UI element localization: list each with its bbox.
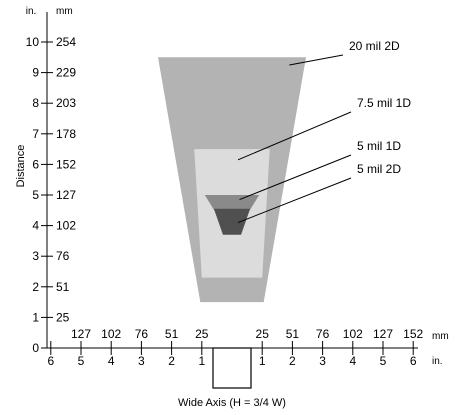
scanner-window [212,347,252,389]
zone-callouts: 20 mil 2D 7.5 mil 1D 5 mil 1D 5 mil 2D [237,39,411,224]
x-tick-label-mm: 76 [135,327,149,341]
x-unit-in: in. [432,356,443,367]
x-tick-label-mm: 76 [316,327,330,341]
x-ticks: 6 127 5 102 4 76 3 51 2 25 1 25 1 51 2 76 3 102 4 127 5 152 6 [47,327,423,368]
x-tick-label-mm: 152 [403,327,423,341]
y-unit-in: in. [26,6,37,17]
x-tick-label-in: 3 [138,354,145,368]
zone-label: 20 mil 2D [349,39,400,53]
y-tick-label-in: 10 [26,35,40,49]
y-tick-label-in: 6 [32,157,39,171]
y-tick-label-in: 9 [32,66,39,80]
y-tick-label-in: 2 [32,280,39,294]
callout-line-2 [239,154,352,201]
x-axis-title: Wide Axis (H = 3/4 W) [178,397,286,409]
x-tick-label-mm: 25 [195,327,209,341]
x-tick-label-mm: 51 [286,327,300,341]
x-tick-label-mm: 102 [101,327,121,341]
y-axis-title: Distance [15,145,27,188]
y-tick-label-mm: 127 [56,188,76,202]
x-tick-label-in: 2 [168,354,175,368]
callout-line-3 [237,177,352,224]
y-tick-label-in: 5 [32,188,39,202]
y-tick-label-mm: 152 [56,157,76,171]
x-tick-label-mm: 102 [343,327,363,341]
y-tick-label-mm: 51 [56,280,70,294]
scan-zones [158,57,306,303]
x-tick-label-mm: 25 [256,327,270,341]
zone-3 [213,208,251,235]
x-tick-label-mm: 127 [71,327,91,341]
x-tick-label-in: 5 [380,354,387,368]
y-tick-label-mm: 178 [56,127,76,141]
y-tick-label-mm: 25 [56,310,70,324]
y-tick-label-in: 4 [32,219,39,233]
y-tick-label-mm: 229 [56,66,76,80]
y-tick-label-in: 3 [32,249,39,263]
x-tick-label-in: 6 [410,354,417,368]
y-tick-label-in: 0 [32,341,39,355]
x-tick-label-in: 5 [78,354,85,368]
zone-label: 5 mil 1D [357,139,401,153]
y-unit-mm: mm [56,6,73,17]
y-tick-label-mm: 76 [56,249,70,263]
y-tick-label-in: 8 [32,96,39,110]
x-tick-label-in: 1 [259,354,266,368]
zone-label: 7.5 mil 1D [357,96,411,110]
x-tick-label-in: 2 [289,354,296,368]
x-tick-label-in: 3 [319,354,326,368]
x-tick-label-mm: 127 [373,327,393,341]
x-tick-label-in: 6 [47,354,54,368]
y-tick-label-mm: 102 [56,219,76,233]
x-tick-label-in: 4 [108,354,115,368]
callout-line-0 [289,54,344,66]
callout-line-1 [237,111,352,161]
x-tick-label-in: 4 [349,354,356,368]
y-tick-label-in: 7 [32,127,39,141]
y-tick-label-mm: 254 [56,35,76,49]
x-tick-label-in: 1 [198,354,205,368]
zone-label: 5 mil 2D [357,162,401,176]
x-unit-mm: mm [432,331,449,342]
y-ticks: 0 1 25 2 51 3 76 4 102 5 127 6 152 7 178 8 203 9 229 10 254 [26,35,77,355]
x-tick-label-mm: 51 [165,327,179,341]
y-tick-label-mm: 203 [56,96,76,110]
axes [46,12,418,389]
y-tick-label-in: 1 [32,310,39,324]
